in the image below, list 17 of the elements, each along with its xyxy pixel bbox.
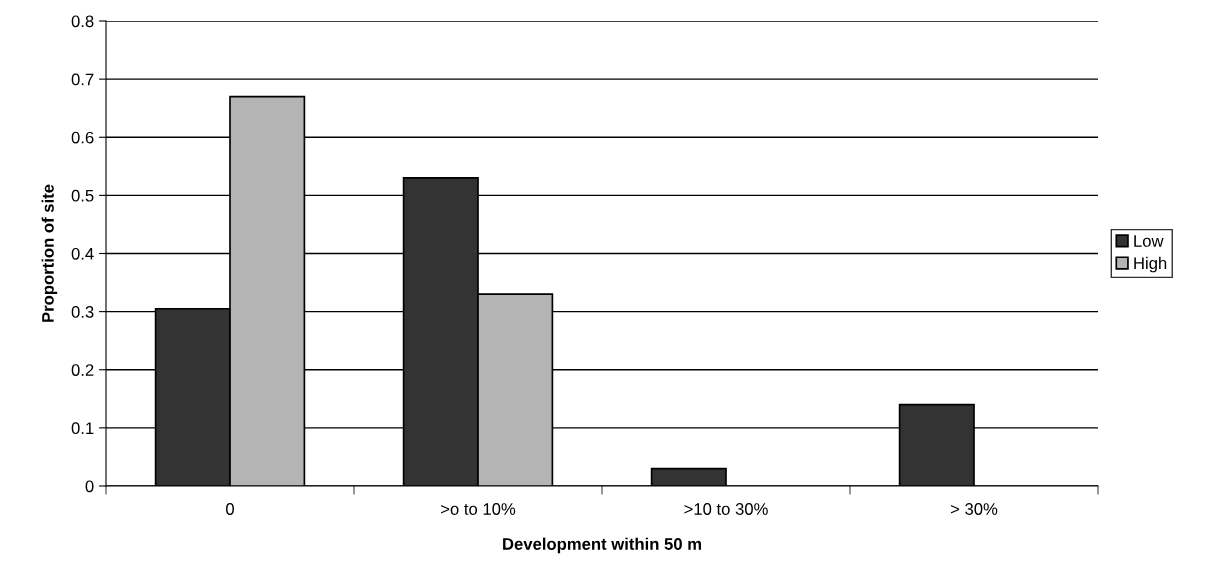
x-tick-label: >o to 10% (441, 503, 516, 515)
y-tick-label: 0.3 (71, 306, 94, 318)
legend-label: Low (1134, 235, 1164, 247)
y-axis-title: Proportion of site (41, 184, 58, 322)
y-tick-label: 0.4 (71, 247, 94, 260)
y-tick-label: 0.1 (71, 422, 94, 435)
y-tick-label: 0.7 (71, 73, 94, 86)
y-tick-label: 0.8 (71, 15, 94, 28)
y-tick-label: 0.6 (71, 131, 94, 144)
y-tick-label: 0.2 (71, 364, 94, 376)
y-tick-label: 0.5 (71, 189, 94, 202)
x-tick-label: > 30% (950, 503, 998, 515)
x-axis-title: Development within 50 m (503, 537, 701, 554)
y-tick-label: 0 (85, 480, 94, 493)
x-tick-label: >10 to 30% (684, 503, 768, 515)
legend-label: High (1134, 256, 1167, 273)
x-tick-label: 0 (226, 503, 234, 515)
